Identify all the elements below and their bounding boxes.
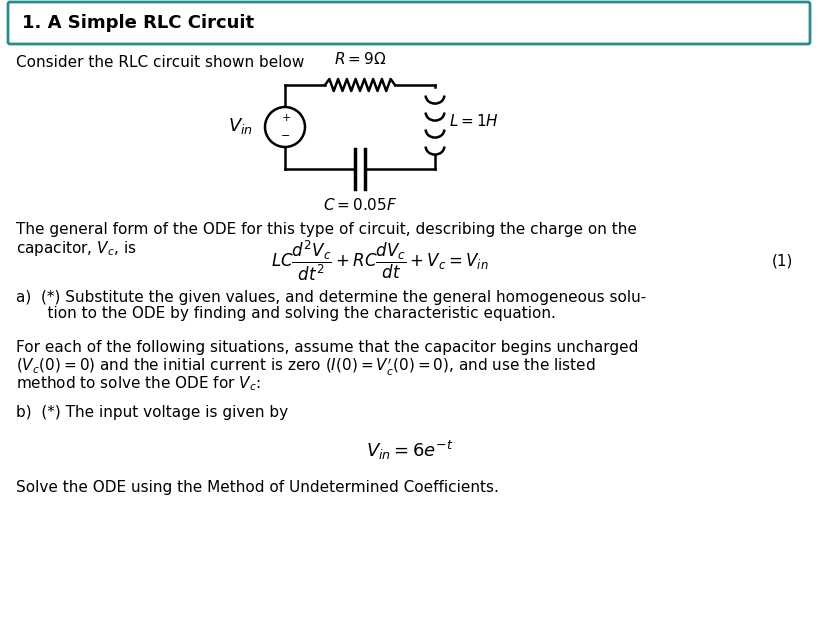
Text: a)  (*) Substitute the given values, and determine the general homogeneous solu-: a) (*) Substitute the given values, and …: [16, 290, 646, 305]
Text: For each of the following situations, assume that the capacitor begins uncharged: For each of the following situations, as…: [16, 340, 639, 355]
Text: capacitor, $V_c$, is: capacitor, $V_c$, is: [16, 239, 136, 258]
Text: +: +: [282, 113, 291, 123]
Text: (1): (1): [772, 254, 793, 269]
Circle shape: [265, 107, 305, 147]
Text: Solve the ODE using the Method of Undetermined Coefficients.: Solve the ODE using the Method of Undete…: [16, 480, 499, 495]
Text: $C = 0.05F$: $C = 0.05F$: [323, 197, 397, 213]
Text: $V_{in}$: $V_{in}$: [228, 116, 253, 136]
Text: $(V_c(0) = 0)$ and the initial current is zero $(I(0) = V_c'(0) = 0)$, and use t: $(V_c(0) = 0)$ and the initial current i…: [16, 357, 596, 378]
Text: $LC\dfrac{d^2V_c}{dt^2} + RC\dfrac{dV_c}{dt} + V_c = V_{in}$: $LC\dfrac{d^2V_c}{dt^2} + RC\dfrac{dV_c}…: [271, 239, 488, 283]
Text: 1. A Simple RLC Circuit: 1. A Simple RLC Circuit: [22, 14, 255, 32]
Text: method to solve the ODE for $V_c$:: method to solve the ODE for $V_c$:: [16, 374, 261, 392]
Text: The general form of the ODE for this type of circuit, describing the charge on t: The general form of the ODE for this typ…: [16, 222, 637, 237]
Text: Consider the RLC circuit shown below: Consider the RLC circuit shown below: [16, 55, 305, 70]
Text: −: −: [282, 131, 291, 141]
Text: tion to the ODE by finding and solving the characteristic equation.: tion to the ODE by finding and solving t…: [28, 306, 556, 321]
Text: b)  (*) The input voltage is given by: b) (*) The input voltage is given by: [16, 405, 288, 420]
Text: $L = 1H$: $L = 1H$: [449, 113, 499, 129]
FancyBboxPatch shape: [8, 2, 810, 44]
Text: $V_{in} = 6e^{-t}$: $V_{in} = 6e^{-t}$: [366, 439, 454, 462]
Text: $R = 9\Omega$: $R = 9\Omega$: [334, 51, 386, 67]
